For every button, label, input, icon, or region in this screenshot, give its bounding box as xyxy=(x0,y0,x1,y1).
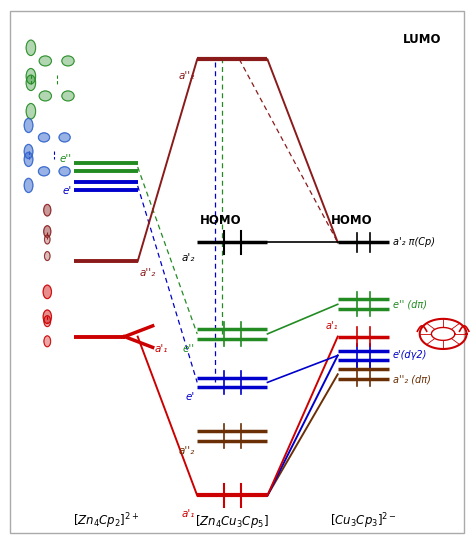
Text: a''₂: a''₂ xyxy=(179,71,195,81)
Ellipse shape xyxy=(45,251,50,261)
Text: e'(dγ2): e'(dγ2) xyxy=(393,350,428,361)
Ellipse shape xyxy=(26,75,36,90)
Text: a''₂: a''₂ xyxy=(140,268,156,277)
Text: $[\mathit{Zn_4Cu_3Cp_5}]$: $[\mathit{Zn_4Cu_3Cp_5}]$ xyxy=(195,513,269,530)
Text: a'₁: a'₁ xyxy=(155,344,168,354)
Text: a''₂: a''₂ xyxy=(179,446,195,456)
Ellipse shape xyxy=(44,336,51,347)
Text: $[\mathit{Zn_4Cp_2}]^{2+}$: $[\mathit{Zn_4Cp_2}]^{2+}$ xyxy=(73,511,139,531)
Ellipse shape xyxy=(24,144,33,159)
Ellipse shape xyxy=(44,316,51,326)
Ellipse shape xyxy=(24,152,33,166)
Ellipse shape xyxy=(26,40,36,55)
Text: e'': e'' xyxy=(60,154,72,164)
Ellipse shape xyxy=(45,235,50,244)
Text: e': e' xyxy=(63,186,72,196)
Ellipse shape xyxy=(39,56,52,66)
Ellipse shape xyxy=(39,91,52,101)
Ellipse shape xyxy=(24,178,33,193)
Ellipse shape xyxy=(26,69,36,84)
FancyBboxPatch shape xyxy=(10,11,464,533)
Text: e'' (dπ): e'' (dπ) xyxy=(393,299,427,310)
Ellipse shape xyxy=(38,166,50,176)
Ellipse shape xyxy=(43,310,52,324)
Text: a'₁: a'₁ xyxy=(326,321,338,331)
Ellipse shape xyxy=(62,91,74,101)
Text: a'₁: a'₁ xyxy=(182,509,195,519)
Ellipse shape xyxy=(59,133,70,142)
Text: a'₂: a'₂ xyxy=(182,253,195,263)
Text: e'': e'' xyxy=(182,344,195,354)
Ellipse shape xyxy=(62,56,74,66)
Ellipse shape xyxy=(44,205,51,216)
Ellipse shape xyxy=(59,166,70,176)
Ellipse shape xyxy=(24,119,33,133)
Text: e': e' xyxy=(186,392,195,402)
Ellipse shape xyxy=(43,285,52,299)
Text: HOMO: HOMO xyxy=(200,214,241,226)
Ellipse shape xyxy=(44,226,51,237)
Text: $[\mathit{Cu_3Cp_3}]^{2-}$: $[\mathit{Cu_3Cp_3}]^{2-}$ xyxy=(330,511,397,531)
Text: LUMO: LUMO xyxy=(403,33,442,46)
Ellipse shape xyxy=(26,103,36,119)
Text: HOMO: HOMO xyxy=(331,214,373,226)
Text: a''₂ (dπ): a''₂ (dπ) xyxy=(393,375,431,385)
Text: a'₂ π(Cp): a'₂ π(Cp) xyxy=(393,237,435,248)
Ellipse shape xyxy=(38,133,50,142)
